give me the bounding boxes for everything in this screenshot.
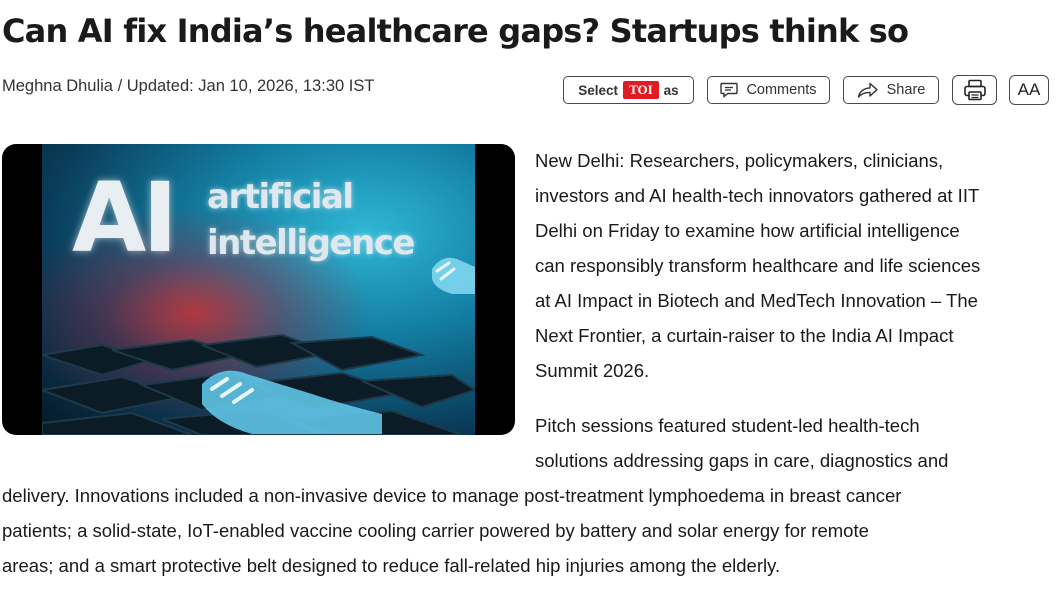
share-label: Share [886, 82, 926, 98]
paragraph-line: Next Frontier, a curtain-raiser to the I… [535, 325, 954, 346]
paragraph-line: investors and AI health-tech innovators … [535, 185, 980, 206]
hero-overlay-line2: intelligence [207, 223, 415, 263]
article-paragraph-1: New Delhi: Researchers, policymakers, cl… [535, 143, 1055, 388]
hero-overlay-ai: AI [72, 162, 178, 274]
comments-label: Comments [746, 82, 817, 98]
hero-overlay-line1: artificial [207, 177, 354, 217]
byline: Meghna Dhulia / Updated: Jan 10, 2026, 1… [2, 77, 375, 95]
select-suffix-label: as [663, 82, 679, 98]
paragraph-line: Summit 2026. [535, 360, 650, 381]
robot-hand-small-illustration [432, 257, 475, 294]
paragraph-line: Delhi on Friday to examine how artificia… [535, 220, 960, 241]
keyboard-illustration [42, 333, 475, 435]
article-paragraph-2-full: delivery. Innovations included a non-inv… [2, 478, 1058, 583]
paragraph-line: delivery. Innovations included a non-inv… [2, 485, 902, 506]
article-toolbar: Select TOI as Comments Share [0, 75, 1058, 106]
paragraph-line: areas; and a smart protective belt desig… [2, 555, 781, 576]
select-toi-preferred-source-button[interactable]: Select TOI as [563, 76, 694, 104]
hero-overlay-subtitle: artificial intelligence [207, 174, 415, 266]
comment-icon [720, 82, 739, 98]
print-icon [963, 79, 987, 101]
paragraph-line: New Delhi: Researchers, policymakers, cl… [535, 150, 944, 171]
select-prefix-label: Select [578, 82, 619, 98]
paragraph-line: solutions addressing gaps in care, diagn… [535, 450, 949, 471]
paragraph-line: Pitch sessions featured student-led heal… [535, 415, 920, 436]
paragraph-line: at AI Impact in Biotech and MedTech Inno… [535, 290, 978, 311]
hero-image[interactable]: AI artificial intelligence [2, 144, 515, 435]
robot-hand-illustration [202, 370, 382, 434]
comments-button[interactable]: Comments [707, 76, 830, 104]
text-size-button[interactable]: AA [1009, 75, 1049, 105]
share-icon [857, 82, 879, 98]
paragraph-line: can responsibly transform healthcare and… [535, 255, 981, 276]
toi-logo-badge: TOI [623, 81, 659, 99]
article-headline: Can AI fix India’s healthcare gaps? Star… [2, 12, 909, 50]
article-paragraph-2-wrapped: Pitch sessions featured student-led heal… [535, 408, 1055, 478]
print-button[interactable] [952, 75, 997, 105]
hero-image-artwork: AI artificial intelligence [42, 144, 475, 435]
paragraph-line: patients; a solid-state, IoT-enabled vac… [2, 520, 869, 541]
share-button[interactable]: Share [843, 76, 939, 104]
